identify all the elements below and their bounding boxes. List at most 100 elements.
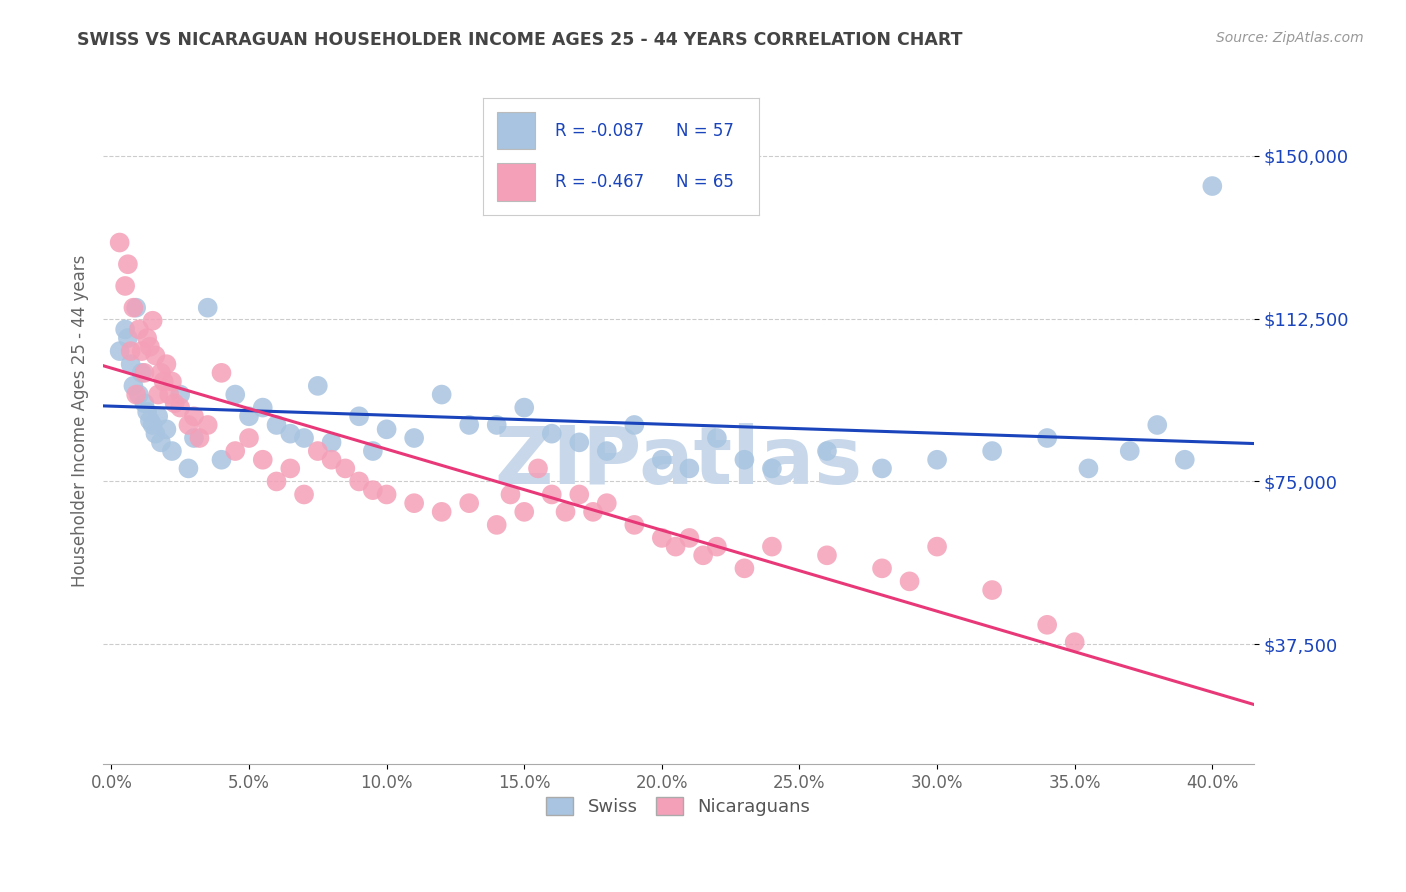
Point <box>266 475 288 489</box>
Point <box>266 417 288 432</box>
Point <box>278 461 301 475</box>
Point <box>252 401 274 415</box>
Point <box>596 444 619 458</box>
Point <box>815 549 838 563</box>
Point <box>211 366 233 380</box>
Point <box>513 401 536 415</box>
Point <box>733 561 755 575</box>
Point <box>148 387 170 401</box>
Point <box>252 452 274 467</box>
Point <box>177 461 200 475</box>
Y-axis label: Householder Income Ages 25 - 44 years: Householder Income Ages 25 - 44 years <box>72 254 89 587</box>
Point <box>651 452 673 467</box>
Point <box>292 487 315 501</box>
Point <box>117 331 139 345</box>
Point <box>145 426 167 441</box>
Point <box>136 405 159 419</box>
Point <box>139 340 162 354</box>
Text: ZIPatlas: ZIPatlas <box>495 423 862 500</box>
Point <box>134 366 156 380</box>
Point <box>678 461 700 475</box>
Point <box>142 314 165 328</box>
Point <box>224 444 246 458</box>
Point <box>183 431 205 445</box>
Point <box>761 461 783 475</box>
Point <box>136 331 159 345</box>
Point <box>513 505 536 519</box>
Point <box>157 387 180 401</box>
Point <box>177 417 200 432</box>
Point <box>160 444 183 458</box>
Point <box>155 422 177 436</box>
Point <box>430 387 453 401</box>
Point <box>1077 461 1099 475</box>
Point <box>361 483 384 497</box>
Text: Source: ZipAtlas.com: Source: ZipAtlas.com <box>1216 31 1364 45</box>
Point <box>706 540 728 554</box>
Point <box>321 435 343 450</box>
Point <box>499 487 522 501</box>
Point <box>148 409 170 424</box>
Point <box>870 561 893 575</box>
Point <box>568 487 591 501</box>
Point <box>706 431 728 445</box>
Point <box>152 375 174 389</box>
Point <box>131 366 153 380</box>
Point <box>582 505 605 519</box>
Point <box>925 452 948 467</box>
Text: SWISS VS NICARAGUAN HOUSEHOLDER INCOME AGES 25 - 44 YEARS CORRELATION CHART: SWISS VS NICARAGUAN HOUSEHOLDER INCOME A… <box>77 31 963 49</box>
Point <box>183 409 205 424</box>
Point <box>307 444 329 458</box>
Point <box>155 357 177 371</box>
Point <box>733 452 755 467</box>
Point <box>1146 417 1168 432</box>
Point <box>1036 431 1059 445</box>
Point <box>142 417 165 432</box>
Point <box>321 452 343 467</box>
Point <box>238 431 260 445</box>
Point <box>596 496 619 510</box>
Point <box>211 452 233 467</box>
Point <box>125 387 148 401</box>
Point <box>131 344 153 359</box>
Point <box>623 417 645 432</box>
Point <box>665 540 688 554</box>
Point <box>692 549 714 563</box>
Point <box>145 349 167 363</box>
Point <box>815 444 838 458</box>
Point <box>375 422 398 436</box>
Point <box>458 417 481 432</box>
Point <box>870 461 893 475</box>
Point <box>678 531 700 545</box>
Point <box>120 344 142 359</box>
Point <box>292 431 315 445</box>
Point <box>430 505 453 519</box>
Point <box>169 401 191 415</box>
Point <box>169 387 191 401</box>
Point <box>1201 179 1223 194</box>
Point <box>122 301 145 315</box>
Point <box>149 366 172 380</box>
Point <box>108 344 131 359</box>
Point <box>128 387 150 401</box>
Point <box>898 574 921 589</box>
Point <box>540 426 562 441</box>
Point <box>120 357 142 371</box>
Point <box>981 444 1004 458</box>
Point <box>925 540 948 554</box>
Point <box>527 461 550 475</box>
Point <box>485 517 508 532</box>
Point <box>375 487 398 501</box>
Point <box>139 414 162 428</box>
Point <box>1119 444 1142 458</box>
Point <box>361 444 384 458</box>
Point <box>335 461 357 475</box>
Point <box>404 496 426 510</box>
Point <box>125 301 148 315</box>
Point <box>540 487 562 501</box>
Point <box>278 426 301 441</box>
Point <box>163 396 186 410</box>
Point <box>197 417 219 432</box>
Point <box>347 475 370 489</box>
Point <box>134 396 156 410</box>
